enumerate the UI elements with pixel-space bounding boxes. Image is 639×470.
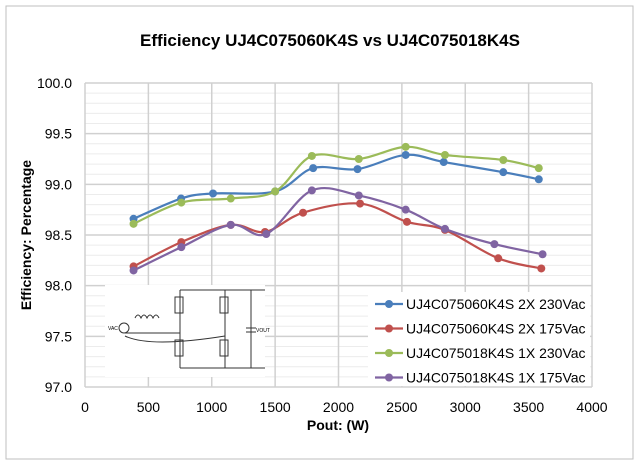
data-point — [309, 164, 318, 173]
data-point — [490, 240, 499, 249]
legend-marker — [385, 300, 393, 308]
data-point — [177, 198, 186, 207]
data-point — [226, 194, 235, 203]
x-tick-label: 2000 — [323, 399, 354, 415]
data-point — [354, 155, 363, 163]
x-tick-label: 1000 — [196, 399, 227, 415]
x-tick-label: 4000 — [576, 399, 607, 415]
data-point — [537, 264, 546, 273]
series-lines — [129, 142, 547, 275]
data-point — [401, 150, 410, 159]
data-point — [226, 220, 235, 229]
data-point — [499, 156, 508, 165]
mosfet-icon — [219, 339, 229, 357]
y-tick-label: 99.5 — [45, 126, 72, 142]
mosfet-icon — [219, 296, 229, 314]
x-tick-label: 0 — [81, 399, 89, 415]
data-point — [307, 186, 316, 195]
data-point — [402, 217, 411, 226]
legend-label: UJ4C075060K4S 2X 175Vac — [406, 321, 586, 337]
input-wires — [124, 332, 226, 343]
mosfet-icon — [174, 339, 184, 357]
series-line-3 — [133, 186, 543, 272]
y-tick-label: 99.0 — [45, 176, 72, 192]
data-point — [129, 219, 138, 228]
legend-label: UJ4C075018K4S 1X 175Vac — [406, 370, 586, 386]
vout-label: VOUT — [256, 328, 270, 334]
inductor — [134, 314, 160, 320]
data-point — [356, 199, 365, 208]
data-point — [534, 164, 543, 173]
chart-frame — [5, 5, 634, 460]
data-point — [401, 205, 410, 214]
x-tick-label: 3500 — [513, 399, 544, 415]
legend-background — [368, 292, 590, 386]
x-tick-label: 1500 — [260, 399, 291, 415]
data-point — [209, 189, 218, 198]
data-point — [440, 150, 449, 159]
data-point — [262, 229, 271, 238]
data-point — [353, 165, 362, 174]
circuit-background — [105, 285, 265, 377]
data-point — [494, 254, 503, 263]
data-point — [271, 187, 280, 196]
data-point — [177, 243, 186, 252]
legend-marker — [385, 324, 393, 333]
legend-label: UJ4C075060K4S 2X 230Vac — [406, 296, 586, 312]
legend-marker — [385, 349, 393, 357]
data-point — [534, 175, 543, 184]
data-point — [439, 158, 448, 167]
x-tick-label: 2500 — [386, 399, 417, 415]
vac-label: VAC — [108, 326, 118, 332]
mosfet-icon — [174, 296, 184, 314]
x-tick-label: 500 — [137, 399, 161, 415]
chart-title: Efficiency UJ4C075060K4S vs UJ4C075018K4… — [140, 31, 520, 50]
bridge-legs — [179, 290, 226, 368]
circuit-diagram: VAC VOUT — [105, 285, 270, 377]
legend: UJ4C075060K4S 2X 230Vac UJ4C075060K4S 2X … — [368, 292, 590, 386]
legend-label: UJ4C075018K4S 1X 230Vac — [406, 345, 586, 361]
y-axis-label: Efficiency: Percentage — [18, 160, 34, 310]
data-point — [499, 168, 508, 177]
series-line-1 — [133, 202, 542, 270]
data-point — [401, 142, 410, 151]
data-point — [129, 266, 138, 275]
data-point — [538, 250, 547, 259]
series-line-2 — [133, 145, 540, 225]
legend-marker — [385, 373, 393, 382]
y-tick-label: 98.5 — [45, 227, 72, 243]
y-tick-label: 97.5 — [45, 328, 72, 344]
data-point — [299, 208, 308, 217]
ac-source-icon — [118, 322, 130, 334]
output-capacitor — [246, 290, 256, 368]
x-axis-label: Pout: (W) — [307, 417, 369, 433]
x-tick-label: 3000 — [450, 399, 481, 415]
data-point — [440, 224, 449, 233]
series-line-0 — [133, 153, 539, 220]
y-tick-label: 100.0 — [37, 75, 72, 91]
data-point — [307, 151, 316, 160]
y-tick-label: 98.0 — [45, 278, 72, 294]
y-tick-label: 97.0 — [45, 379, 72, 395]
tick-labels: 0 500 1000 1500 2000 2500 3000 3500 4000 97.0 97.5… — [37, 75, 608, 415]
data-point — [354, 191, 363, 200]
